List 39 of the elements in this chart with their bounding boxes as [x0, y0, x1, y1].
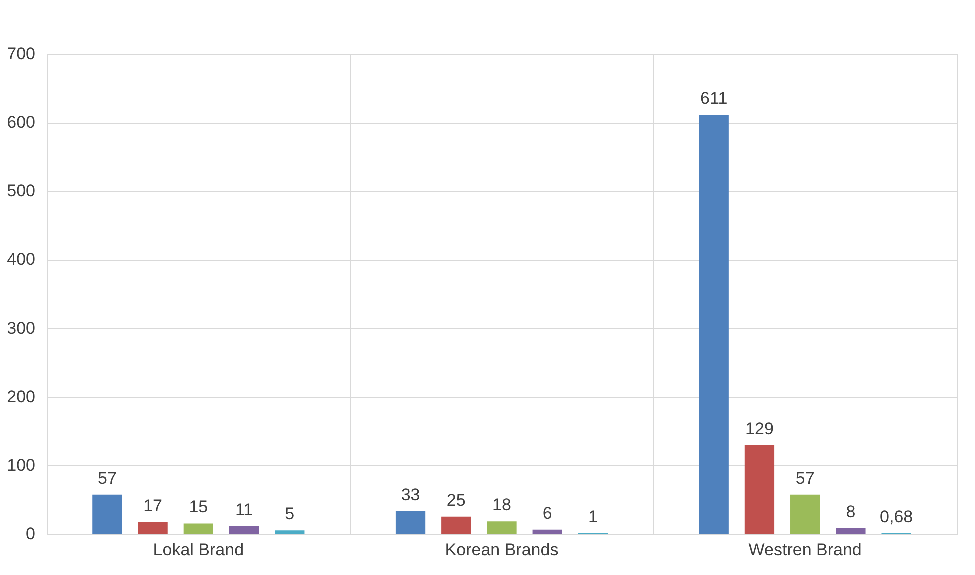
y-tick-label: 100 [7, 456, 36, 475]
data-label: 611 [700, 89, 728, 108]
data-label: 17 [144, 496, 163, 516]
bar [790, 494, 820, 534]
y-tick-label: 600 [7, 113, 36, 132]
y-tick-label: 300 [7, 318, 36, 338]
bar [184, 524, 214, 534]
data-label: 33 [401, 485, 420, 504]
data-label: 25 [446, 490, 466, 510]
bar [699, 115, 729, 534]
bar [92, 494, 122, 534]
bar [532, 530, 562, 534]
y-tick-label: 700 [7, 44, 36, 64]
bar [275, 530, 305, 534]
data-label: 129 [746, 420, 774, 439]
x-tick-label: Lokal Brand [153, 540, 244, 560]
data-label: 15 [189, 498, 208, 517]
data-label: 0,68 [880, 508, 914, 527]
bar [396, 511, 426, 534]
bar [744, 446, 775, 534]
bar [836, 528, 866, 534]
y-tick-label: 200 [7, 387, 36, 406]
x-tick-label: Korean Brands [445, 540, 559, 560]
bar [138, 522, 168, 534]
bar [442, 516, 472, 534]
y-tick-label: 500 [7, 182, 36, 201]
bar [229, 526, 260, 534]
data-label: 5 [285, 504, 295, 524]
data-label: 18 [492, 496, 512, 515]
data-label: 57 [796, 468, 815, 488]
bar [487, 522, 517, 534]
data-label: 57 [98, 468, 117, 488]
y-tick-label: 0 [26, 524, 36, 544]
data-label: 6 [542, 504, 552, 523]
x-tick-label: Westren Brand [748, 540, 862, 560]
data-label: 1 [588, 507, 598, 526]
y-tick-label: 400 [7, 250, 36, 270]
data-label: 8 [846, 502, 856, 522]
data-label: 11 [235, 500, 254, 520]
